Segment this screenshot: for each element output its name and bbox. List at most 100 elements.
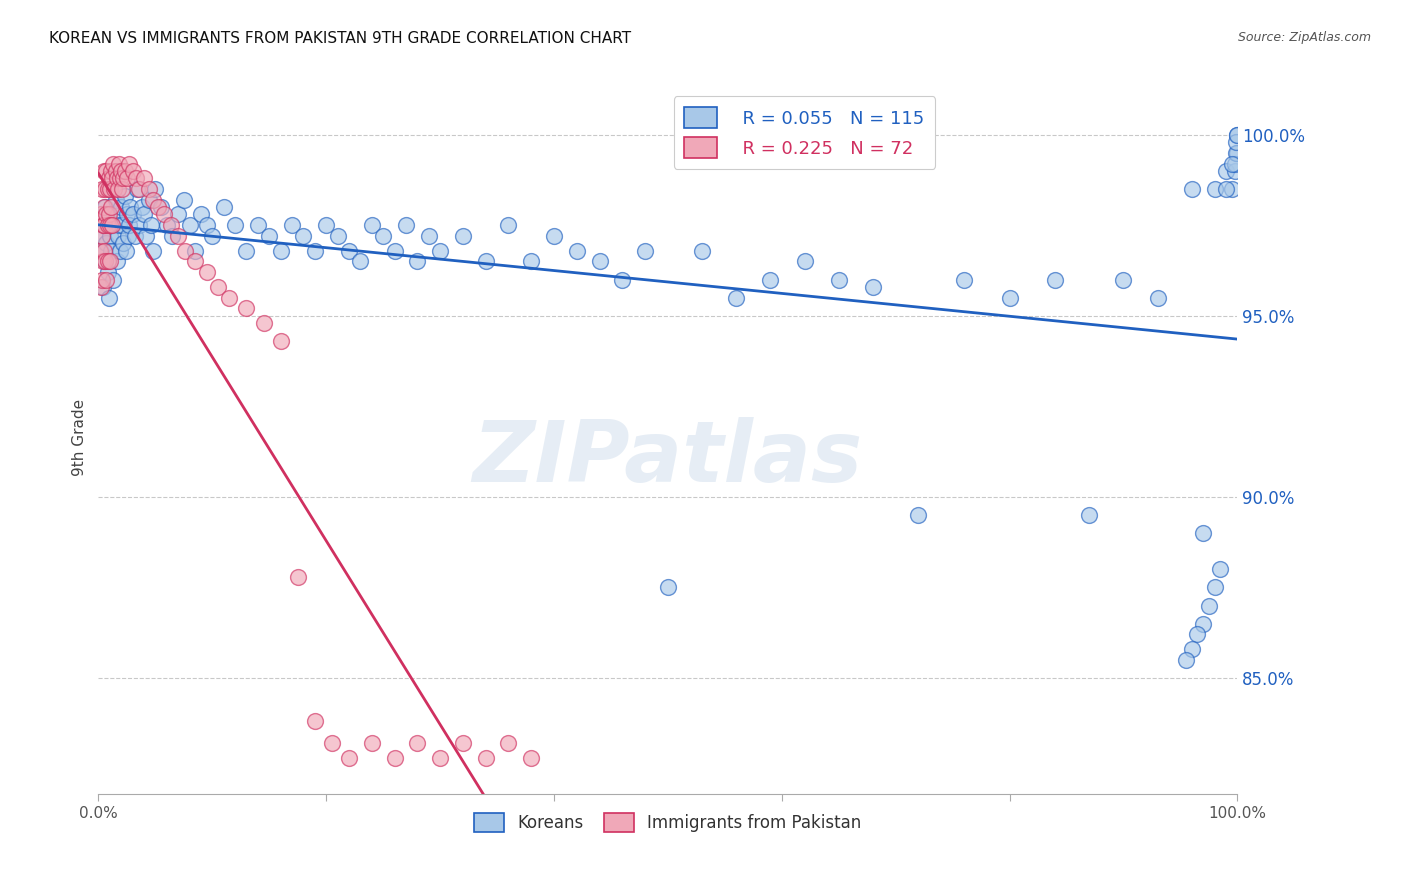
Point — [132, 207, 155, 221]
Point — [118, 156, 141, 170]
Point — [93, 218, 115, 232]
Point — [91, 279, 114, 293]
Point — [167, 207, 190, 221]
Point — [1198, 599, 1220, 613]
Point — [349, 254, 371, 268]
Point — [112, 236, 135, 251]
Point — [634, 244, 657, 258]
Point — [138, 182, 160, 196]
Point — [108, 218, 131, 232]
Point — [138, 193, 160, 207]
Point — [498, 218, 520, 232]
Point — [156, 218, 179, 232]
Point — [218, 291, 240, 305]
Point — [153, 207, 176, 221]
Point — [93, 218, 115, 232]
Point — [111, 182, 134, 196]
Point — [1225, 145, 1247, 160]
Point — [89, 244, 111, 258]
Point — [128, 182, 150, 196]
Point — [1192, 616, 1215, 631]
Point — [101, 218, 124, 232]
Point — [212, 200, 235, 214]
Point — [94, 254, 117, 268]
Point — [270, 334, 292, 348]
Point — [103, 182, 125, 196]
Point — [100, 244, 122, 258]
Point — [1215, 182, 1237, 196]
Point — [103, 207, 125, 221]
Point — [90, 279, 112, 293]
Point — [98, 218, 121, 232]
Point — [195, 218, 218, 232]
Point — [1209, 562, 1232, 576]
Point — [108, 156, 131, 170]
Point — [91, 218, 114, 232]
Point — [121, 207, 143, 221]
Point — [304, 244, 326, 258]
Point — [1043, 272, 1066, 286]
Point — [184, 244, 207, 258]
Point — [121, 164, 143, 178]
Point — [588, 254, 610, 268]
Point — [451, 229, 474, 244]
Text: KOREAN VS IMMIGRANTS FROM PAKISTAN 9TH GRADE CORRELATION CHART: KOREAN VS IMMIGRANTS FROM PAKISTAN 9TH G… — [49, 31, 631, 46]
Point — [142, 193, 165, 207]
Point — [315, 218, 337, 232]
Point — [1223, 164, 1246, 178]
Point — [195, 265, 218, 279]
Point — [162, 229, 184, 244]
Point — [953, 272, 976, 286]
Point — [150, 200, 173, 214]
Point — [337, 750, 360, 764]
Point — [1215, 164, 1237, 178]
Point — [1187, 627, 1209, 641]
Point — [690, 244, 713, 258]
Point — [793, 254, 815, 268]
Point — [1204, 182, 1226, 196]
Point — [235, 301, 257, 316]
Point — [90, 207, 112, 221]
Point — [114, 164, 136, 178]
Point — [418, 229, 440, 244]
Point — [429, 750, 451, 764]
Point — [612, 272, 634, 286]
Point — [94, 182, 117, 196]
Point — [725, 291, 748, 305]
Point — [94, 254, 117, 268]
Point — [429, 244, 451, 258]
Point — [146, 200, 169, 214]
Point — [1112, 272, 1135, 286]
Point — [90, 229, 112, 244]
Point — [91, 254, 114, 268]
Point — [1226, 145, 1249, 160]
Point — [252, 316, 274, 330]
Point — [1226, 128, 1249, 142]
Point — [90, 244, 112, 258]
Point — [142, 244, 165, 258]
Point — [94, 200, 117, 214]
Point — [270, 244, 292, 258]
Point — [287, 569, 309, 583]
Point — [107, 182, 129, 196]
Point — [114, 244, 136, 258]
Point — [97, 207, 120, 221]
Point — [281, 218, 304, 232]
Point — [160, 218, 183, 232]
Point — [406, 736, 429, 750]
Point — [103, 156, 125, 170]
Point — [96, 164, 118, 178]
Point — [184, 254, 207, 268]
Point — [360, 736, 382, 750]
Point — [384, 244, 406, 258]
Point — [304, 714, 326, 729]
Point — [96, 272, 118, 286]
Point — [101, 218, 124, 232]
Point — [565, 244, 588, 258]
Point — [1225, 135, 1247, 149]
Point — [101, 171, 124, 186]
Point — [474, 750, 496, 764]
Point — [190, 207, 212, 221]
Point — [90, 272, 112, 286]
Point — [98, 182, 121, 196]
